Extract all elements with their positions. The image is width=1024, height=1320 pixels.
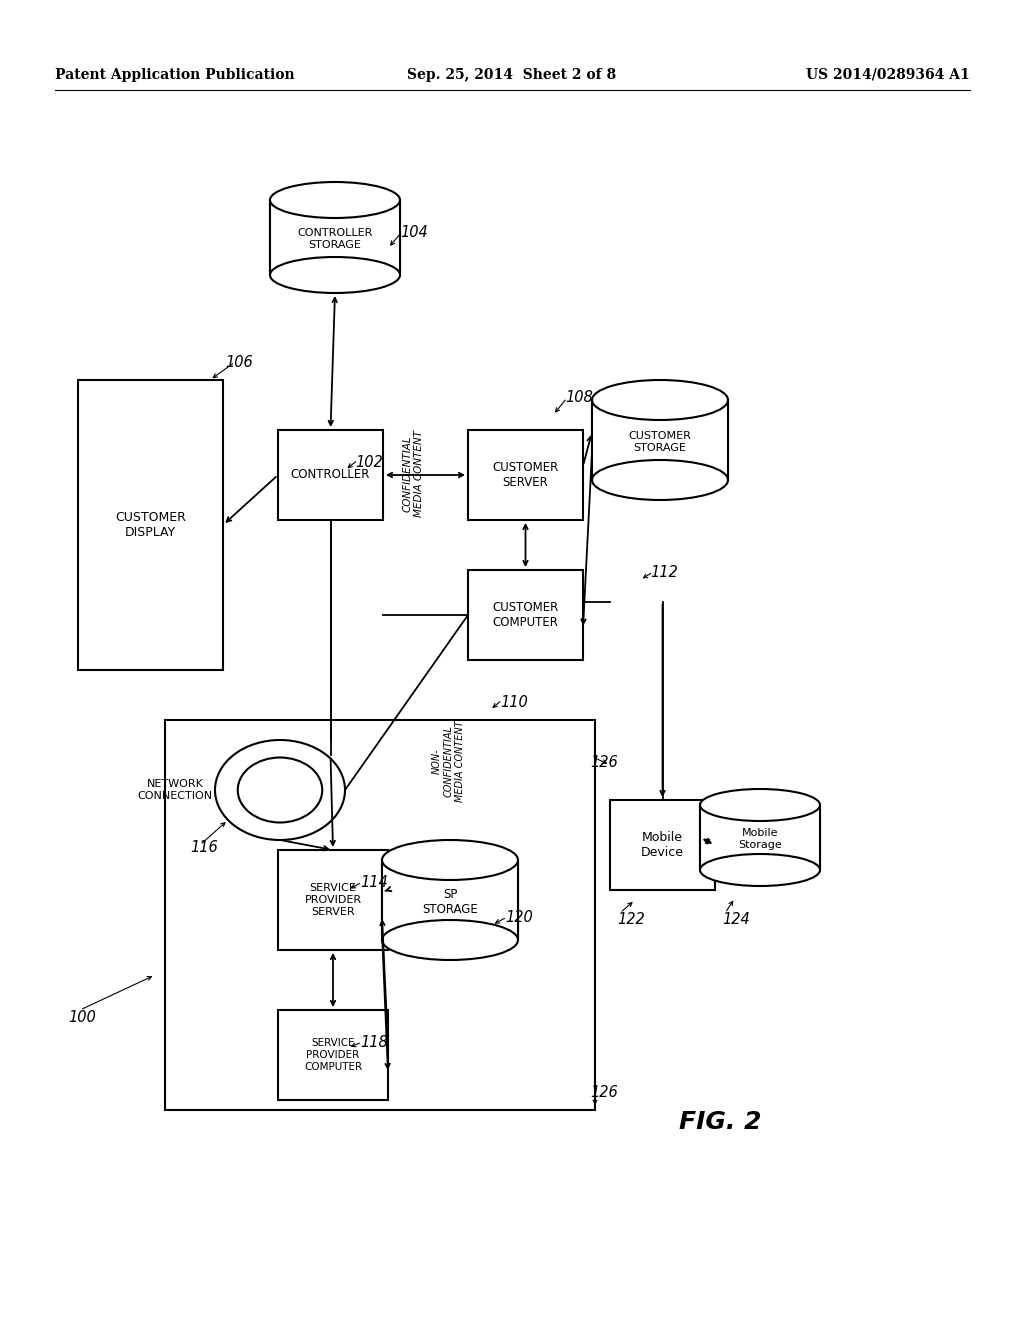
Text: CONTROLLER: CONTROLLER: [291, 469, 371, 482]
Ellipse shape: [270, 182, 400, 218]
Ellipse shape: [700, 789, 820, 821]
Text: SERVICE
PROVIDER
COMPUTER: SERVICE PROVIDER COMPUTER: [304, 1039, 362, 1072]
Bar: [278, 430, 383, 520]
Text: CUSTOMER
STORAGE: CUSTOMER STORAGE: [629, 432, 691, 453]
Bar: [592, 400, 728, 480]
Text: 126: 126: [590, 1085, 617, 1100]
Bar: [278, 1010, 388, 1100]
Text: 106: 106: [225, 355, 253, 370]
Text: 126: 126: [590, 755, 617, 770]
Text: NETWORK
CONNECTION: NETWORK CONNECTION: [137, 779, 213, 801]
Bar: [278, 850, 388, 950]
Text: 112: 112: [650, 565, 678, 579]
Bar: [700, 805, 820, 870]
Text: NON-
CONFIDENTIAL
MEDIA CONTENT: NON- CONFIDENTIAL MEDIA CONTENT: [432, 719, 465, 801]
Ellipse shape: [382, 920, 518, 960]
Bar: [165, 719, 595, 1110]
Text: Patent Application Publication: Patent Application Publication: [55, 69, 295, 82]
Text: 120: 120: [505, 909, 532, 925]
Text: US 2014/0289364 A1: US 2014/0289364 A1: [806, 69, 970, 82]
Text: 122: 122: [617, 912, 645, 927]
Text: CUSTOMER
DISPLAY: CUSTOMER DISPLAY: [115, 511, 186, 539]
Text: 110: 110: [500, 696, 527, 710]
Ellipse shape: [700, 854, 820, 886]
Text: 108: 108: [565, 389, 593, 405]
Ellipse shape: [215, 741, 345, 840]
Ellipse shape: [238, 758, 323, 822]
Bar: [468, 570, 583, 660]
Text: 118: 118: [360, 1035, 388, 1049]
Text: Sep. 25, 2014  Sheet 2 of 8: Sep. 25, 2014 Sheet 2 of 8: [408, 69, 616, 82]
Ellipse shape: [592, 459, 728, 500]
Text: SERVICE
PROVIDER
SERVER: SERVICE PROVIDER SERVER: [304, 883, 361, 916]
Text: 124: 124: [722, 912, 750, 927]
Text: 114: 114: [360, 875, 388, 890]
Text: SP
STORAGE: SP STORAGE: [422, 888, 478, 916]
Text: 100: 100: [68, 1010, 96, 1026]
Text: 116: 116: [190, 840, 218, 855]
Text: CUSTOMER
COMPUTER: CUSTOMER COMPUTER: [493, 601, 559, 630]
Bar: [382, 861, 518, 940]
Ellipse shape: [592, 380, 728, 420]
Ellipse shape: [270, 257, 400, 293]
Ellipse shape: [382, 840, 518, 880]
Text: CUSTOMER
SERVER: CUSTOMER SERVER: [493, 461, 559, 488]
Bar: [468, 430, 583, 520]
Bar: [270, 201, 400, 275]
Text: CONFIDENTIAL
MEDIA CONTENT: CONFIDENTIAL MEDIA CONTENT: [402, 430, 424, 517]
Text: 102: 102: [355, 455, 383, 470]
Bar: [78, 380, 223, 671]
Text: CONTROLLER
STORAGE: CONTROLLER STORAGE: [297, 228, 373, 249]
Text: FIG. 2: FIG. 2: [679, 1110, 761, 1134]
Text: Mobile
Storage: Mobile Storage: [738, 829, 782, 850]
Bar: [610, 800, 715, 890]
Text: Mobile
Device: Mobile Device: [641, 832, 684, 859]
Text: 104: 104: [400, 224, 428, 240]
